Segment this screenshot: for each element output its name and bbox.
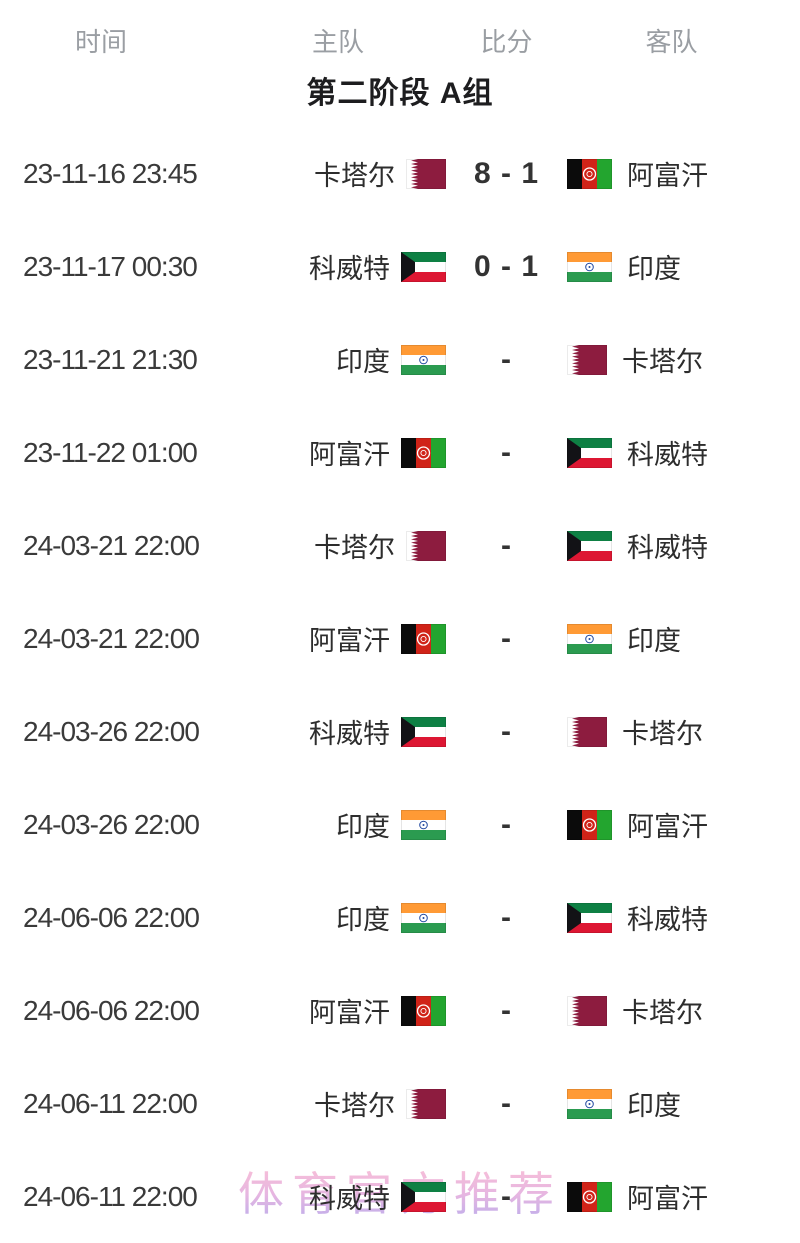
away-team-flag-icon xyxy=(567,530,612,561)
column-header-away: 客队 xyxy=(645,26,698,57)
away-team-name: 阿富汗 xyxy=(627,1184,708,1214)
column-header-score: 比分 xyxy=(480,26,533,57)
home-team-flag-icon xyxy=(401,716,446,747)
away-team-flag-icon xyxy=(567,1088,612,1119)
match-row[interactable]: 23-11-17 00:30 科威特 0 - 1 印度 xyxy=(0,220,800,313)
home-team-name: 阿富汗 xyxy=(309,440,390,470)
match-time: 23-11-21 21:30 xyxy=(23,343,198,375)
home-team-flag-icon xyxy=(401,995,446,1026)
match-score: - xyxy=(501,435,512,469)
away-team-name: 印度 xyxy=(627,254,681,284)
match-time: 24-03-21 22:00 xyxy=(23,529,200,561)
match-score: - xyxy=(501,714,512,748)
away-team-flag-icon xyxy=(567,809,612,840)
home-team-name: 卡塔尔 xyxy=(314,161,395,191)
away-team-name: 科威特 xyxy=(627,905,708,935)
away-team-flag-icon xyxy=(567,158,612,189)
match-score: - xyxy=(501,807,512,841)
away-team-flag-icon xyxy=(567,344,607,375)
match-time: 24-03-26 22:00 xyxy=(23,808,200,840)
match-row[interactable]: 24-03-21 22:00 卡塔尔 - 科威特 xyxy=(0,499,800,592)
match-time: 24-06-11 22:00 xyxy=(23,1180,198,1212)
home-team-flag-icon xyxy=(401,1181,446,1212)
match-time: 23-11-16 23:45 xyxy=(23,157,198,189)
match-row[interactable]: 24-03-26 22:00 印度 - 阿富汗 xyxy=(0,778,800,871)
home-team-name: 科威特 xyxy=(309,719,390,749)
home-team-flag-icon xyxy=(406,530,446,561)
home-team-name: 卡塔尔 xyxy=(314,533,395,563)
away-team-flag-icon xyxy=(567,995,607,1026)
match-score: - xyxy=(501,1086,512,1120)
match-score: - xyxy=(501,342,512,376)
match-time: 24-06-06 22:00 xyxy=(23,994,200,1026)
match-row[interactable]: 23-11-16 23:45 卡塔尔 8 - 1 阿富汗 xyxy=(0,127,800,220)
away-team-name: 卡塔尔 xyxy=(622,998,703,1028)
away-team-name: 印度 xyxy=(627,1091,681,1121)
match-row[interactable]: 24-03-26 22:00 科威特 - 卡塔尔 xyxy=(0,685,800,778)
match-score: - xyxy=(501,993,512,1027)
home-team-name: 科威特 xyxy=(309,1184,390,1214)
home-team-name: 阿富汗 xyxy=(309,998,390,1028)
away-team-name: 科威特 xyxy=(627,440,708,470)
home-team-flag-icon xyxy=(406,158,446,189)
table-header: 时间 主队 比分 客队 xyxy=(0,0,800,80)
away-team-flag-icon xyxy=(567,623,612,654)
home-team-flag-icon xyxy=(401,437,446,468)
column-header-home: 主队 xyxy=(311,26,364,57)
group-title: 第二阶段 A组 xyxy=(306,77,494,110)
match-row[interactable]: 23-11-22 01:00 阿富汗 - 科威特 xyxy=(0,406,800,499)
home-team-name: 卡塔尔 xyxy=(314,1091,395,1121)
away-team-flag-icon xyxy=(567,716,607,747)
match-list: 23-11-16 23:45 卡塔尔 8 - 1 阿富汗 23-11-17 00… xyxy=(0,127,800,1243)
home-team-name: 科威特 xyxy=(309,254,390,284)
match-score: - xyxy=(501,1179,512,1213)
match-row[interactable]: 24-06-11 22:00 科威特 - 阿富汗 xyxy=(0,1150,800,1243)
home-team-name: 印度 xyxy=(336,812,390,842)
home-team-flag-icon xyxy=(406,1088,446,1119)
match-time: 23-11-17 00:30 xyxy=(23,250,198,282)
match-score: - xyxy=(501,528,512,562)
home-team-flag-icon xyxy=(401,344,446,375)
column-header-time: 时间 xyxy=(74,26,127,57)
match-row[interactable]: 23-11-21 21:30 印度 - 卡塔尔 xyxy=(0,313,800,406)
match-row[interactable]: 24-03-21 22:00 阿富汗 - 印度 xyxy=(0,592,800,685)
match-score: - xyxy=(501,900,512,934)
away-team-flag-icon xyxy=(567,437,612,468)
match-time: 24-03-21 22:00 xyxy=(23,622,200,654)
match-time: 24-03-26 22:00 xyxy=(23,715,200,747)
away-team-flag-icon xyxy=(567,1181,612,1212)
away-team-name: 科威特 xyxy=(627,533,708,563)
match-time: 24-06-11 22:00 xyxy=(23,1087,198,1119)
match-row[interactable]: 24-06-11 22:00 卡塔尔 - 印度 xyxy=(0,1057,800,1150)
away-team-name: 卡塔尔 xyxy=(622,347,703,377)
match-score: - xyxy=(501,621,512,655)
home-team-flag-icon xyxy=(401,251,446,282)
match-row[interactable]: 24-06-06 22:00 印度 - 科威特 xyxy=(0,871,800,964)
home-team-flag-icon xyxy=(401,809,446,840)
match-row[interactable]: 24-06-06 22:00 阿富汗 - 卡塔尔 xyxy=(0,964,800,1057)
match-time: 24-06-06 22:00 xyxy=(23,901,200,933)
home-team-name: 阿富汗 xyxy=(309,626,390,656)
away-team-name: 阿富汗 xyxy=(627,812,708,842)
home-team-name: 印度 xyxy=(336,347,390,377)
home-team-flag-icon xyxy=(401,902,446,933)
away-team-flag-icon xyxy=(567,902,612,933)
home-team-name: 印度 xyxy=(336,905,390,935)
away-team-flag-icon xyxy=(567,251,612,282)
match-score: 0 - 1 xyxy=(473,249,540,283)
away-team-name: 阿富汗 xyxy=(627,161,708,191)
match-time: 23-11-22 01:00 xyxy=(23,436,198,468)
away-team-name: 卡塔尔 xyxy=(622,719,703,749)
match-score: 8 - 1 xyxy=(473,156,540,190)
home-team-flag-icon xyxy=(401,623,446,654)
away-team-name: 印度 xyxy=(627,626,681,656)
